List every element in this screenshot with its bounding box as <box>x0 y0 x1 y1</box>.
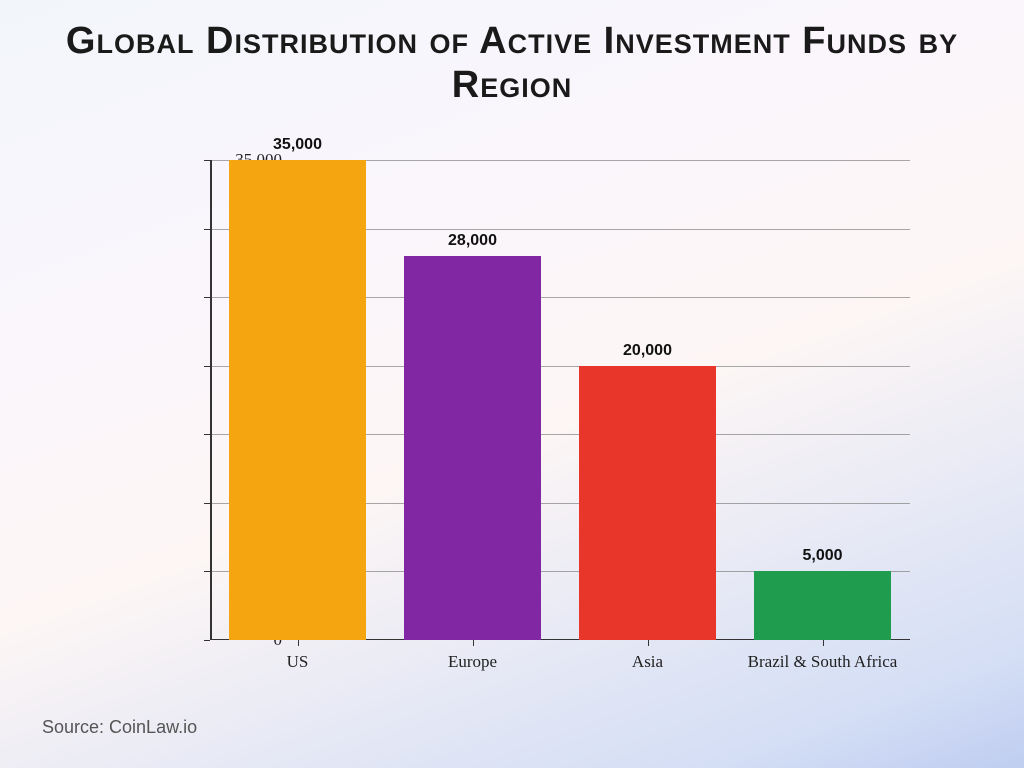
xtick-label: Europe <box>448 652 497 672</box>
y-axis <box>210 160 212 640</box>
plot-area: 05,00010,00015,00020,00025,00030,00035,0… <box>210 160 910 640</box>
bar-value-label: 20,000 <box>623 342 672 360</box>
bar <box>579 366 716 640</box>
bar <box>229 160 366 640</box>
chart-title: Global Distribution of Active Investment… <box>0 0 1024 107</box>
bar-value-label: 5,000 <box>802 547 842 565</box>
xtick-mark <box>648 640 649 646</box>
bar-value-label: 28,000 <box>448 232 497 250</box>
xtick-label: Brazil & South Africa <box>748 652 898 672</box>
bar <box>754 571 891 640</box>
bar-value-label: 35,000 <box>273 136 322 154</box>
chart-container: 05,00010,00015,00020,00025,00030,00035,0… <box>130 150 930 680</box>
source-attribution: Source: CoinLaw.io <box>42 717 197 738</box>
xtick-mark <box>823 640 824 646</box>
xtick-label: Asia <box>632 652 663 672</box>
bar <box>404 256 541 640</box>
xtick-label: US <box>287 652 309 672</box>
xtick-mark <box>473 640 474 646</box>
xtick-mark <box>298 640 299 646</box>
